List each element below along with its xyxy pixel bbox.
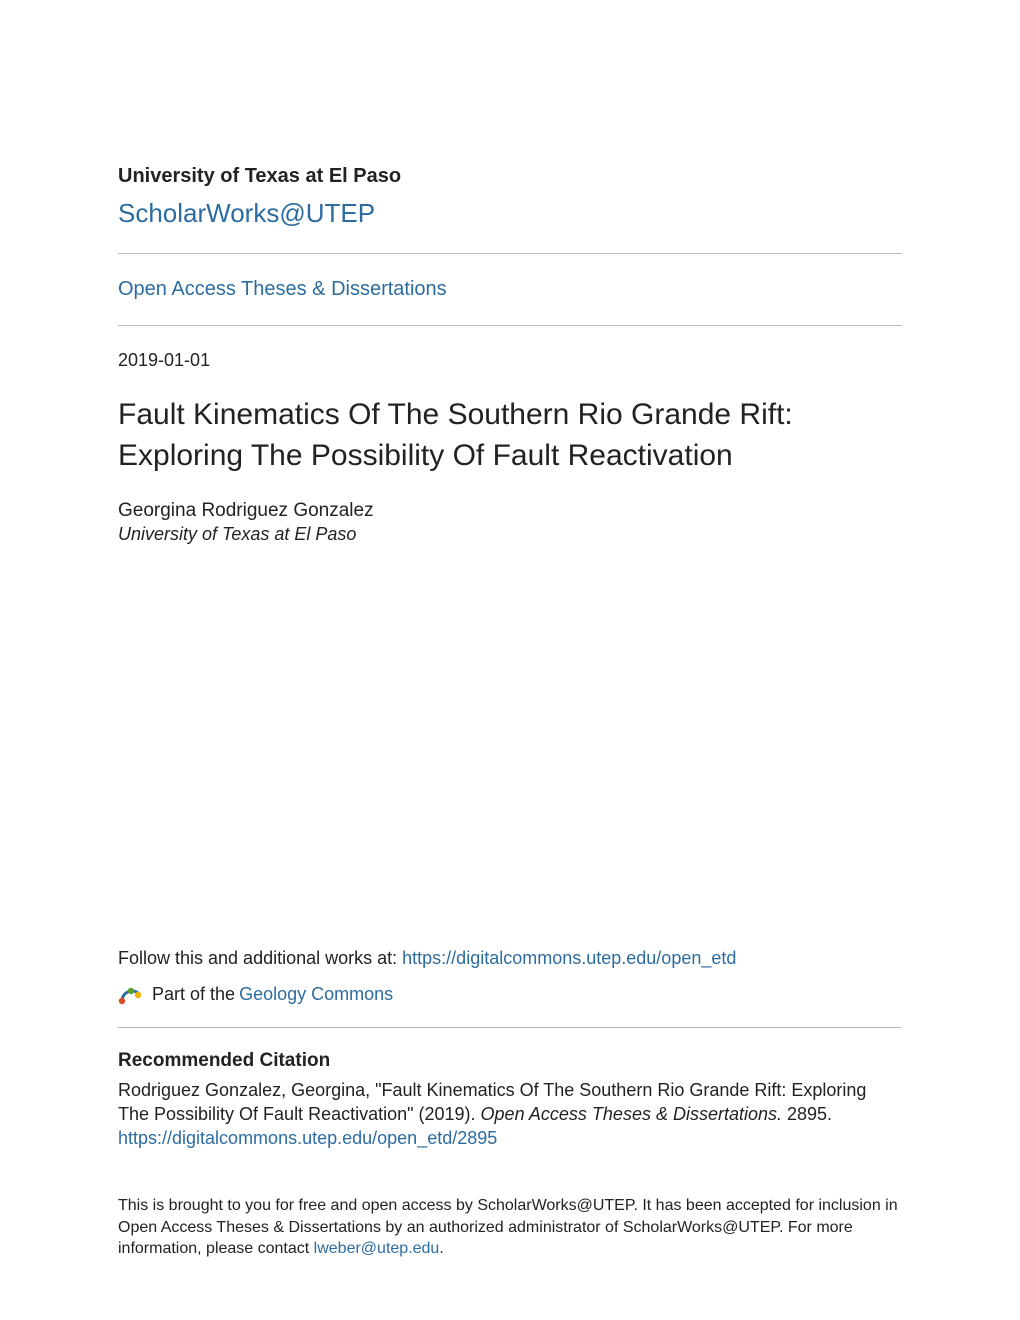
- university-name: University of Texas at El Paso: [118, 165, 902, 188]
- paper-title: Fault Kinematics Of The Southern Rio Gra…: [118, 395, 902, 476]
- footer-text-before: This is brought to you for free and open…: [118, 1197, 898, 1257]
- collection-link[interactable]: Open Access Theses & Dissertations: [118, 254, 902, 325]
- access-statement: This is brought to you for free and open…: [118, 1195, 902, 1260]
- follow-works-line: Follow this and additional works at: htt…: [118, 948, 902, 969]
- citation-number: 2895.: [782, 1104, 832, 1124]
- recommended-citation-heading: Recommended Citation: [118, 1050, 902, 1072]
- recommended-citation-body: Rodriguez Gonzalez, Georgina, "Fault Kin…: [118, 1078, 902, 1127]
- part-of-line: Part of the Geology Commons: [118, 983, 902, 1007]
- author-name: Georgina Rodriguez Gonzalez: [118, 500, 902, 522]
- contact-email-link[interactable]: lweber@utep.edu: [314, 1240, 440, 1257]
- footer-text-after: .: [439, 1240, 443, 1257]
- divider-mid: [118, 325, 902, 326]
- follow-prefix: Follow this and additional works at:: [118, 948, 402, 968]
- vertical-spacer: [118, 565, 902, 948]
- network-commons-icon: [118, 983, 142, 1007]
- part-of-prefix: Part of the: [152, 984, 235, 1005]
- follow-url-link[interactable]: https://digitalcommons.utep.edu/open_etd: [402, 948, 736, 968]
- repository-link[interactable]: ScholarWorks@UTEP: [118, 198, 902, 229]
- citation-series: Open Access Theses & Dissertations.: [481, 1104, 782, 1124]
- author-affiliation: University of Texas at El Paso: [118, 524, 902, 545]
- divider-bottom: [118, 1027, 902, 1028]
- geology-commons-link[interactable]: Geology Commons: [239, 984, 393, 1005]
- page-container: University of Texas at El Paso ScholarWo…: [0, 0, 1020, 1320]
- citation-url-link[interactable]: https://digitalcommons.utep.edu/open_etd…: [118, 1128, 902, 1149]
- publication-date: 2019-01-01: [118, 350, 902, 371]
